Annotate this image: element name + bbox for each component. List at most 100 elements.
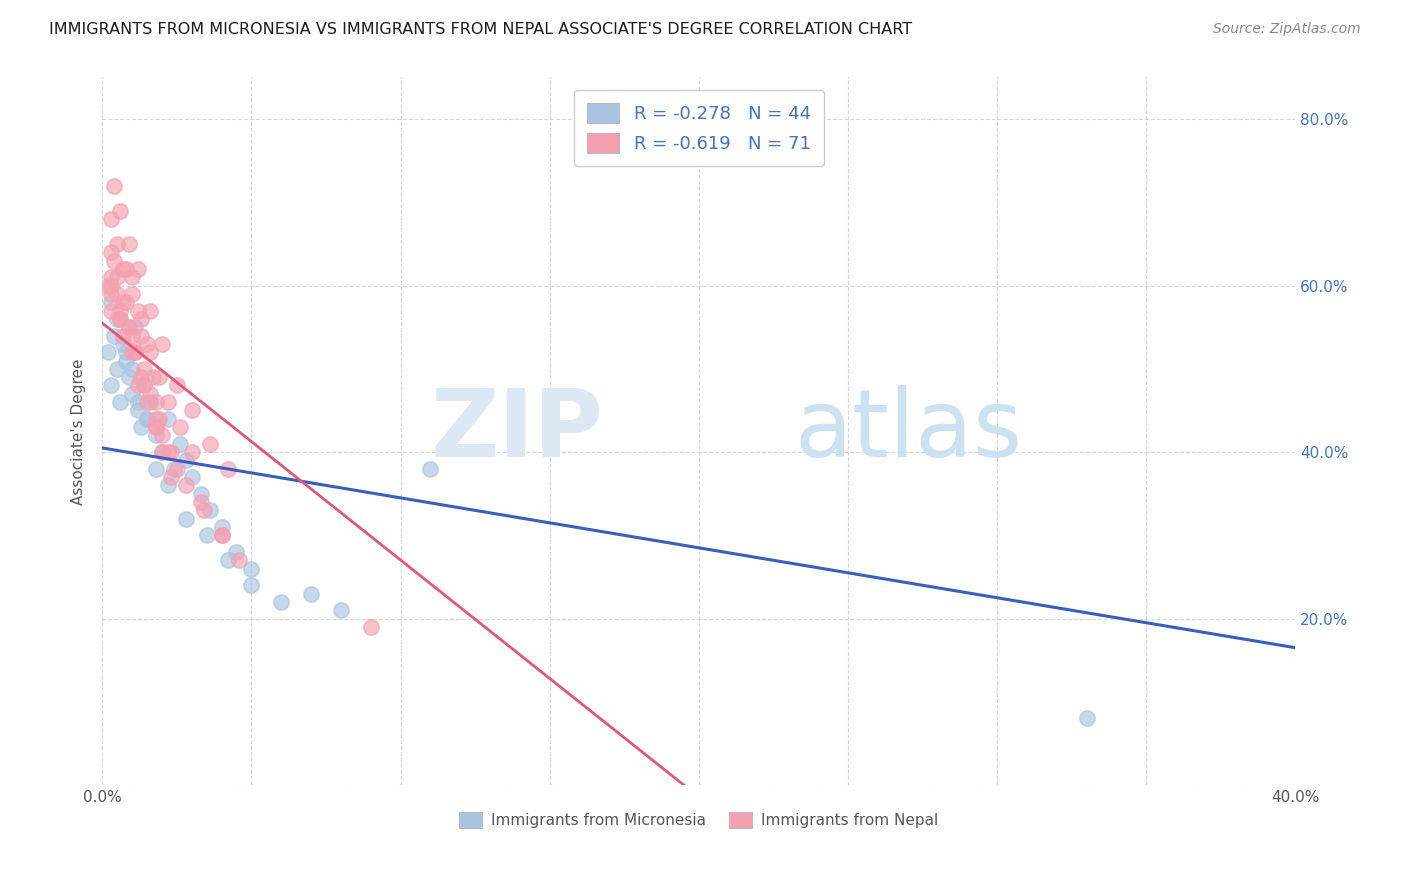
Point: [150, 445, 173, 459]
Point: [190, 486, 212, 500]
Point: [148, 411, 170, 425]
Point: [136, 411, 159, 425]
Point: [132, 361, 155, 376]
Point: [139, 345, 162, 359]
Point: [121, 361, 143, 376]
Point: [127, 403, 149, 417]
Point: [108, 311, 131, 326]
Point: [105, 361, 128, 376]
Point: [118, 370, 141, 384]
Point: [145, 461, 167, 475]
Point: [112, 295, 135, 310]
Point: [121, 386, 143, 401]
Point: [136, 395, 159, 409]
Point: [100, 286, 122, 301]
Point: [97, 345, 120, 359]
Text: atlas: atlas: [794, 385, 1022, 477]
Point: [121, 345, 143, 359]
Point: [108, 311, 131, 326]
Point: [132, 378, 155, 392]
Point: [329, 603, 352, 617]
Point: [145, 395, 167, 409]
Point: [100, 245, 122, 260]
Point: [139, 395, 162, 409]
Point: [100, 211, 122, 226]
Point: [124, 320, 146, 334]
Point: [190, 495, 212, 509]
Point: [299, 586, 322, 600]
Point: [166, 378, 188, 392]
Point: [112, 328, 135, 343]
Point: [156, 411, 179, 425]
Point: [115, 261, 138, 276]
Point: [174, 511, 197, 525]
Text: ZIP: ZIP: [430, 385, 603, 477]
Point: [198, 436, 221, 450]
Point: [108, 203, 131, 218]
Point: [121, 270, 143, 285]
Y-axis label: Associate's Degree: Associate's Degree: [72, 358, 86, 505]
Point: [105, 270, 128, 285]
Point: [100, 278, 122, 293]
Point: [228, 553, 250, 567]
Point: [145, 420, 167, 434]
Point: [103, 253, 125, 268]
Point: [145, 411, 167, 425]
Point: [193, 503, 215, 517]
Point: [156, 445, 179, 459]
Point: [211, 528, 233, 542]
Point: [360, 620, 382, 634]
Point: [105, 311, 128, 326]
Point: [118, 320, 141, 334]
Point: [108, 395, 131, 409]
Point: [108, 303, 131, 318]
Point: [100, 378, 122, 392]
Point: [169, 420, 191, 434]
Point: [270, 595, 292, 609]
Point: [240, 578, 263, 592]
Point: [129, 420, 152, 434]
Point: [169, 436, 191, 450]
Point: [127, 303, 149, 318]
Point: [419, 461, 441, 475]
Point: [132, 378, 155, 392]
Point: [100, 303, 122, 318]
Point: [180, 445, 202, 459]
Point: [129, 370, 152, 384]
Point: [129, 311, 152, 326]
Point: [211, 520, 233, 534]
Point: [166, 461, 188, 475]
Point: [174, 453, 197, 467]
Point: [159, 470, 181, 484]
Legend: Immigrants from Micronesia, Immigrants from Nepal: Immigrants from Micronesia, Immigrants f…: [453, 805, 945, 834]
Point: [174, 478, 197, 492]
Point: [156, 395, 179, 409]
Point: [150, 445, 173, 459]
Point: [198, 503, 221, 517]
Point: [150, 336, 173, 351]
Point: [100, 295, 122, 310]
Point: [105, 236, 128, 251]
Point: [121, 328, 143, 343]
Point: [139, 386, 162, 401]
Point: [1076, 711, 1098, 725]
Point: [105, 286, 128, 301]
Point: [217, 461, 239, 475]
Point: [145, 428, 167, 442]
Point: [217, 553, 239, 567]
Point: [142, 370, 165, 384]
Point: [97, 278, 120, 293]
Point: [115, 295, 138, 310]
Point: [115, 353, 138, 368]
Point: [118, 236, 141, 251]
Text: IMMIGRANTS FROM MICRONESIA VS IMMIGRANTS FROM NEPAL ASSOCIATE'S DEGREE CORRELATI: IMMIGRANTS FROM MICRONESIA VS IMMIGRANTS…: [49, 22, 912, 37]
Point: [124, 345, 146, 359]
Point: [195, 528, 218, 542]
Point: [225, 545, 247, 559]
Point: [159, 445, 181, 459]
Point: [136, 411, 159, 425]
Point: [118, 320, 141, 334]
Point: [150, 428, 173, 442]
Text: Source: ZipAtlas.com: Source: ZipAtlas.com: [1213, 22, 1361, 37]
Point: [127, 378, 149, 392]
